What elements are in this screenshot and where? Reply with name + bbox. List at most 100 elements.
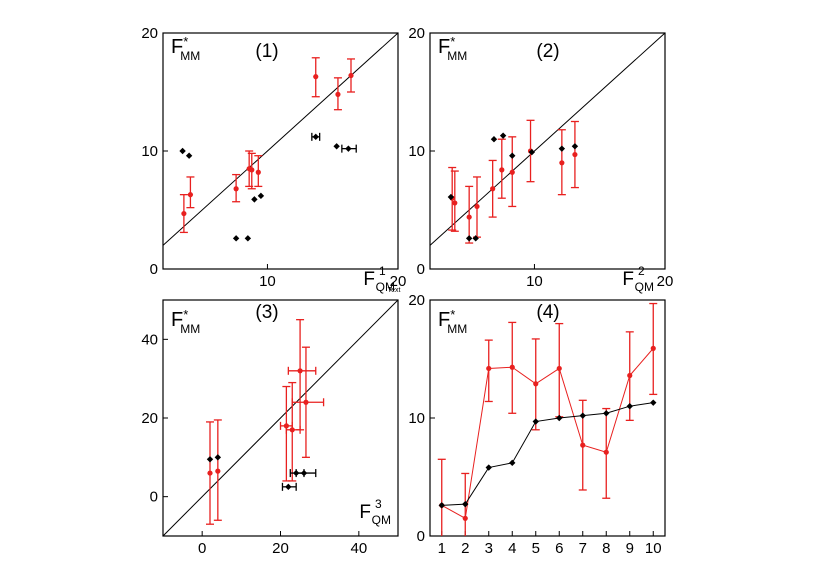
x-tick-label: 0	[198, 540, 206, 557]
panel-p3: 0 20 40 0 20 40 (3) F* MM F 3 QM	[141, 299, 399, 557]
data-point-red	[313, 74, 319, 80]
y-tick-label: 40	[141, 331, 158, 348]
y-axis-label: F* MM	[438, 307, 467, 336]
data-point-red	[233, 186, 239, 192]
series-red	[206, 319, 325, 525]
data-point-black	[179, 147, 186, 155]
data-point-black	[509, 152, 516, 159]
panel-label: (2)	[536, 41, 559, 62]
data-point-black	[232, 235, 240, 242]
x-tick-label: 10	[259, 273, 276, 290]
data-point-black	[345, 145, 352, 152]
y-tick-label: 20	[408, 25, 425, 42]
panel-label: (4)	[536, 302, 559, 323]
figure-text-label: Text	[388, 287, 401, 294]
x-tick-label: 3	[485, 540, 493, 557]
panel-label: (3)	[255, 302, 278, 323]
data-point-red	[533, 381, 539, 387]
data-point-black	[206, 456, 214, 463]
data-point-black	[333, 143, 340, 150]
y-axis-label: F* MM	[438, 34, 467, 63]
data-point-black	[447, 193, 455, 201]
x-tick-label: 5	[532, 540, 540, 557]
y-axis-label: F* MM	[171, 307, 200, 336]
data-point-red	[509, 169, 515, 175]
y-tick-label: 0	[417, 261, 425, 278]
panel-label: (1)	[255, 41, 278, 62]
data-point-red	[627, 372, 633, 379]
data-point-red	[466, 214, 472, 220]
data-point-red	[509, 364, 515, 370]
y-tick-label: 10	[141, 143, 158, 160]
x-axis-label: F 3 QM	[359, 497, 391, 527]
series-line	[441, 348, 654, 520]
data-point-black	[490, 136, 498, 143]
x-tick-label: 20	[390, 273, 407, 290]
data-point-black	[579, 412, 586, 419]
series-black	[206, 454, 317, 491]
data-point-black	[185, 152, 193, 159]
data-point-red	[348, 72, 354, 79]
data-point-black	[509, 459, 516, 467]
series-line	[441, 402, 654, 506]
identity-line	[429, 32, 666, 246]
data-point-black	[556, 414, 563, 422]
panel-p2: 10 20 0 10 20 (2) F* MM F 2 QM	[408, 25, 673, 294]
panel-p4: 1 2 3 4 5 6 7 8 9 10 0 10 20 (4) F* MM	[408, 292, 666, 557]
y-tick-label: 10	[408, 410, 425, 427]
data-point-black	[244, 235, 252, 242]
data-point-black	[571, 143, 579, 150]
data-point-red	[215, 468, 221, 474]
panel-p1: 10 20 0 10 20 (1) F* MM F 1 QM	[141, 25, 406, 294]
x-tick-label: 1	[438, 540, 446, 557]
data-point-red	[603, 449, 609, 455]
data-point-black	[214, 454, 222, 461]
data-point-red	[572, 151, 578, 158]
x-tick-label: 4	[508, 540, 516, 557]
data-point-black	[528, 148, 536, 156]
plot-frame	[429, 32, 666, 270]
identity-line	[162, 32, 399, 246]
data-point-red	[559, 160, 565, 166]
x-tick-label: 8	[602, 540, 610, 557]
data-point-red	[303, 399, 309, 405]
data-point-red	[297, 368, 303, 374]
data-point-red	[187, 192, 194, 198]
x-axis-label: F 2 QM	[622, 264, 654, 294]
y-tick-label: 20	[141, 410, 158, 427]
plot-frame	[162, 32, 399, 270]
series-black	[447, 132, 579, 242]
data-point-black	[485, 464, 492, 471]
y-tick-label: 10	[408, 143, 425, 160]
data-point-black	[251, 196, 258, 203]
x-tick-label: 6	[555, 540, 563, 557]
x-tick-label: 2	[461, 540, 469, 557]
x-tick-label: 10	[645, 540, 662, 557]
data-point-black	[626, 403, 633, 410]
data-point-red	[249, 167, 255, 173]
y-tick-label: 0	[150, 261, 158, 278]
data-point-black	[558, 145, 566, 152]
data-point-red	[452, 200, 458, 206]
x-axis-label: F 1 QM	[363, 264, 395, 294]
data-point-red	[650, 345, 656, 351]
data-point-red	[486, 365, 492, 372]
data-point-red	[499, 167, 505, 173]
data-point-black	[472, 235, 479, 242]
data-point-black	[532, 418, 539, 425]
y-tick-label: 0	[150, 489, 158, 506]
series-black	[179, 132, 357, 242]
y-tick-label: 20	[141, 25, 158, 42]
y-tick-label: 0	[417, 528, 425, 545]
data-point-black	[499, 132, 507, 139]
data-point-black	[603, 410, 610, 417]
data-point-red	[556, 365, 562, 372]
data-point-red	[462, 515, 468, 521]
data-point-red	[474, 203, 480, 210]
x-tick-label: 10	[526, 273, 543, 290]
data-point-red	[181, 210, 187, 217]
data-point-black	[438, 502, 445, 509]
data-point-red	[255, 169, 261, 175]
data-point-red	[580, 442, 586, 448]
